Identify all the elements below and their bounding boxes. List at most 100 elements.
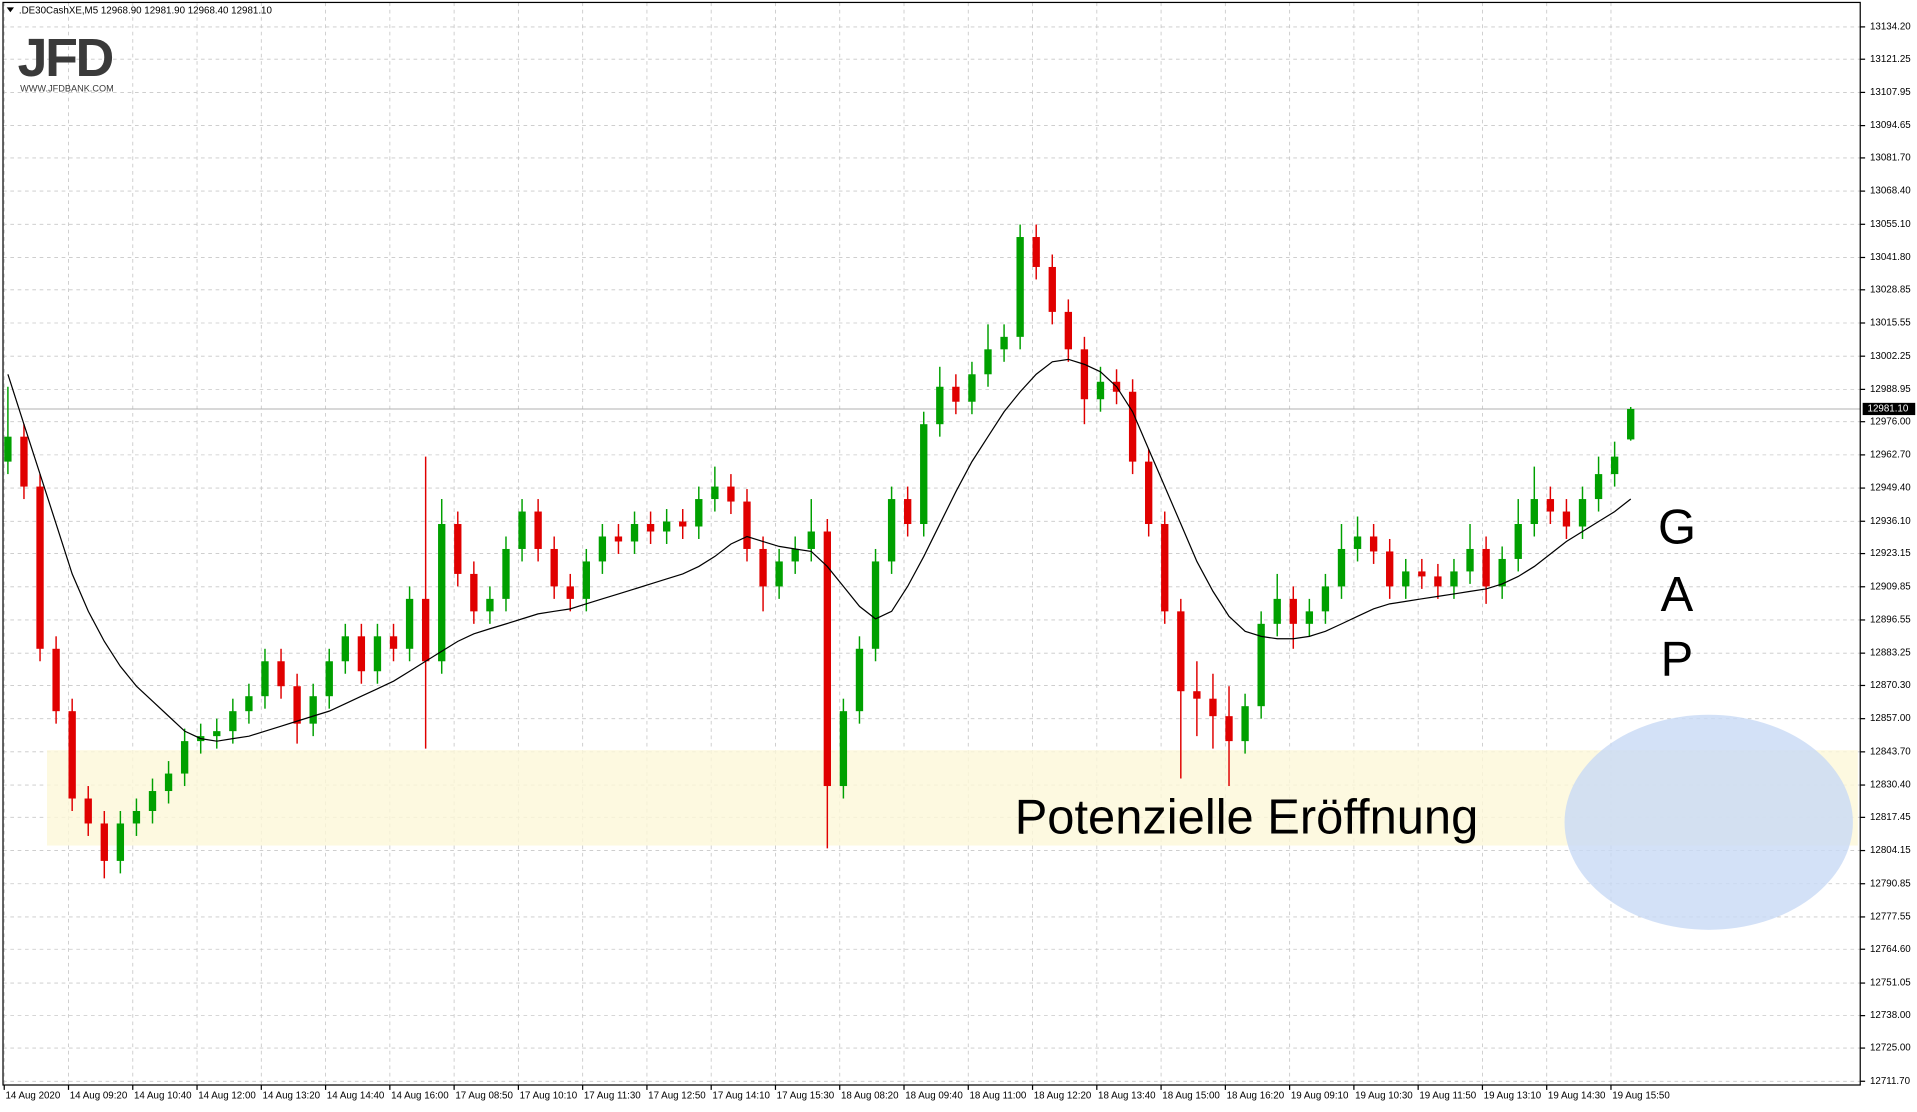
logo-url: WWW.JFDBANK.COM <box>20 84 114 94</box>
x-tick-label: 18 Aug 09:40 <box>905 1091 963 1102</box>
candle-body <box>1418 571 1426 577</box>
y-tick-label: 12725.00 <box>1870 1043 1911 1054</box>
candle-body <box>952 386 960 402</box>
candle-body <box>148 791 157 811</box>
candle-body <box>646 524 655 532</box>
x-tick-label: 19 Aug 13:10 <box>1484 1091 1542 1102</box>
gap-ellipse <box>1564 714 1853 930</box>
annotation: Potenzielle Eröffnung <box>1015 790 1479 844</box>
x-tick-label: 17 Aug 11:30 <box>584 1091 641 1102</box>
y-tick-label: 12711.70 <box>1870 1076 1911 1087</box>
gap-letter: A <box>1661 568 1694 622</box>
candle-body <box>1337 548 1346 587</box>
candle-body <box>743 501 751 549</box>
candle-body <box>36 486 44 649</box>
candle-body <box>486 598 494 612</box>
x-tick-label: 14 Aug 13:20 <box>263 1091 321 1102</box>
candle-body <box>727 486 735 502</box>
candle-body <box>1498 558 1506 587</box>
gap-letter: G <box>1658 501 1696 555</box>
x-tick-label: 18 Aug 11:00 <box>969 1091 1026 1102</box>
candle-body <box>245 696 253 712</box>
y-tick-label: 13068.40 <box>1870 186 1911 197</box>
x-tick-label: 14 Aug 12:00 <box>198 1091 256 1102</box>
marks <box>4 224 1635 879</box>
candle-body <box>1627 408 1635 440</box>
candle-body <box>1530 499 1538 525</box>
y-tick-label: 12857.00 <box>1870 713 1911 724</box>
x-tick-label: 19 Aug 09:10 <box>1291 1091 1349 1102</box>
candle-body <box>968 374 976 402</box>
candle-body <box>1434 576 1442 587</box>
candle-body <box>389 636 398 649</box>
x-tick-label: 19 Aug 15:50 <box>1612 1091 1670 1102</box>
y-tick-label: 12962.70 <box>1870 449 1911 460</box>
candle-body <box>550 548 558 587</box>
candle-body <box>470 573 478 612</box>
candle-body <box>164 773 173 792</box>
x-tick-label: 18 Aug 08:20 <box>841 1091 899 1102</box>
candle-body <box>1482 548 1490 587</box>
x-tick-label: 19 Aug 14:30 <box>1548 1091 1606 1102</box>
candle-body <box>502 548 510 599</box>
candle-body <box>1450 571 1458 587</box>
y-tick-label: 12777.55 <box>1870 912 1911 923</box>
candle-body <box>213 731 221 737</box>
candle-body <box>711 486 719 500</box>
candle-body <box>1369 536 1378 552</box>
candle-body <box>695 499 703 527</box>
candle-body <box>904 499 912 525</box>
candle-body <box>662 521 671 532</box>
candle-body <box>438 524 446 662</box>
candle-body <box>20 436 28 487</box>
candle-body <box>823 531 831 787</box>
logo: JFD <box>18 28 113 88</box>
x-tick-label: 19 Aug 11:50 <box>1419 1091 1476 1102</box>
candle-body <box>1466 548 1474 572</box>
y-tick-label: 12949.40 <box>1870 483 1911 494</box>
gap-letter: P <box>1661 633 1694 687</box>
candle-body <box>582 561 590 599</box>
candle-body <box>1257 623 1265 707</box>
candle-body <box>1161 524 1169 612</box>
candle-body <box>1241 706 1249 742</box>
candle-body <box>1353 536 1362 549</box>
x-tick-label: 18 Aug 12:20 <box>1034 1091 1092 1102</box>
x-tick-label: 14 Aug 2020 <box>5 1091 60 1102</box>
candle-body <box>68 711 76 799</box>
candle-body <box>598 536 607 562</box>
y-tick-label: 12976.00 <box>1870 416 1911 427</box>
x-tick-label: 17 Aug 08:50 <box>455 1091 513 1102</box>
y-tick-label: 12830.40 <box>1870 780 1911 791</box>
chart-title: .DE30CashXE,M5 12968.90 12981.90 12968.4… <box>19 6 273 17</box>
y-tick-label: 13121.25 <box>1870 54 1911 65</box>
candle-body <box>614 536 623 542</box>
y-tick-label: 12751.05 <box>1870 978 1911 989</box>
candle-body <box>116 823 125 861</box>
candle-body <box>887 499 896 562</box>
candle-body <box>261 661 269 697</box>
candle-body <box>454 524 462 574</box>
current-price-box <box>1862 402 1916 416</box>
candle-body <box>1145 461 1153 525</box>
y-tick-label: 13107.95 <box>1870 87 1911 98</box>
candle-body <box>1225 716 1233 742</box>
candle-body <box>84 798 92 824</box>
y-tick-label: 12870.30 <box>1870 680 1911 691</box>
candle-body <box>839 711 848 787</box>
candle-body <box>357 636 366 672</box>
candle-body <box>1096 381 1105 400</box>
candle-body <box>52 648 60 712</box>
candle-body <box>984 349 992 375</box>
candle-body <box>1386 551 1394 587</box>
candle-body <box>1273 598 1281 624</box>
current-price-label: 12981.10 <box>1868 404 1909 415</box>
candle-body <box>791 548 799 562</box>
candle-body <box>759 548 767 587</box>
y-tick-label: 13134.20 <box>1870 21 1911 32</box>
candle-body <box>1546 499 1555 512</box>
candle-body <box>1080 349 1089 400</box>
candle-body <box>132 810 141 824</box>
x-tick-label: 14 Aug 10:40 <box>134 1091 192 1102</box>
